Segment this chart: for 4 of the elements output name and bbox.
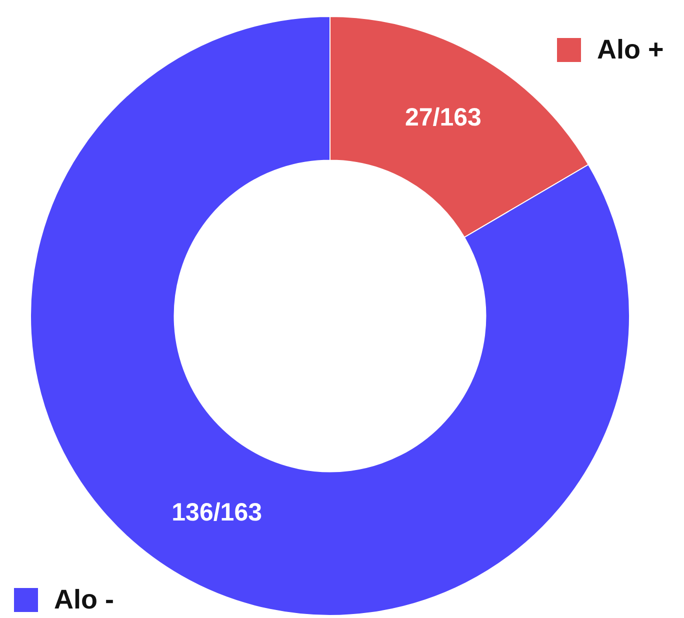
data-label: 136/163 [172, 498, 262, 526]
legend-label: Alo + [597, 34, 664, 64]
data-label: 27/163 [404, 103, 482, 132]
legend-label: Alo - [54, 584, 114, 614]
